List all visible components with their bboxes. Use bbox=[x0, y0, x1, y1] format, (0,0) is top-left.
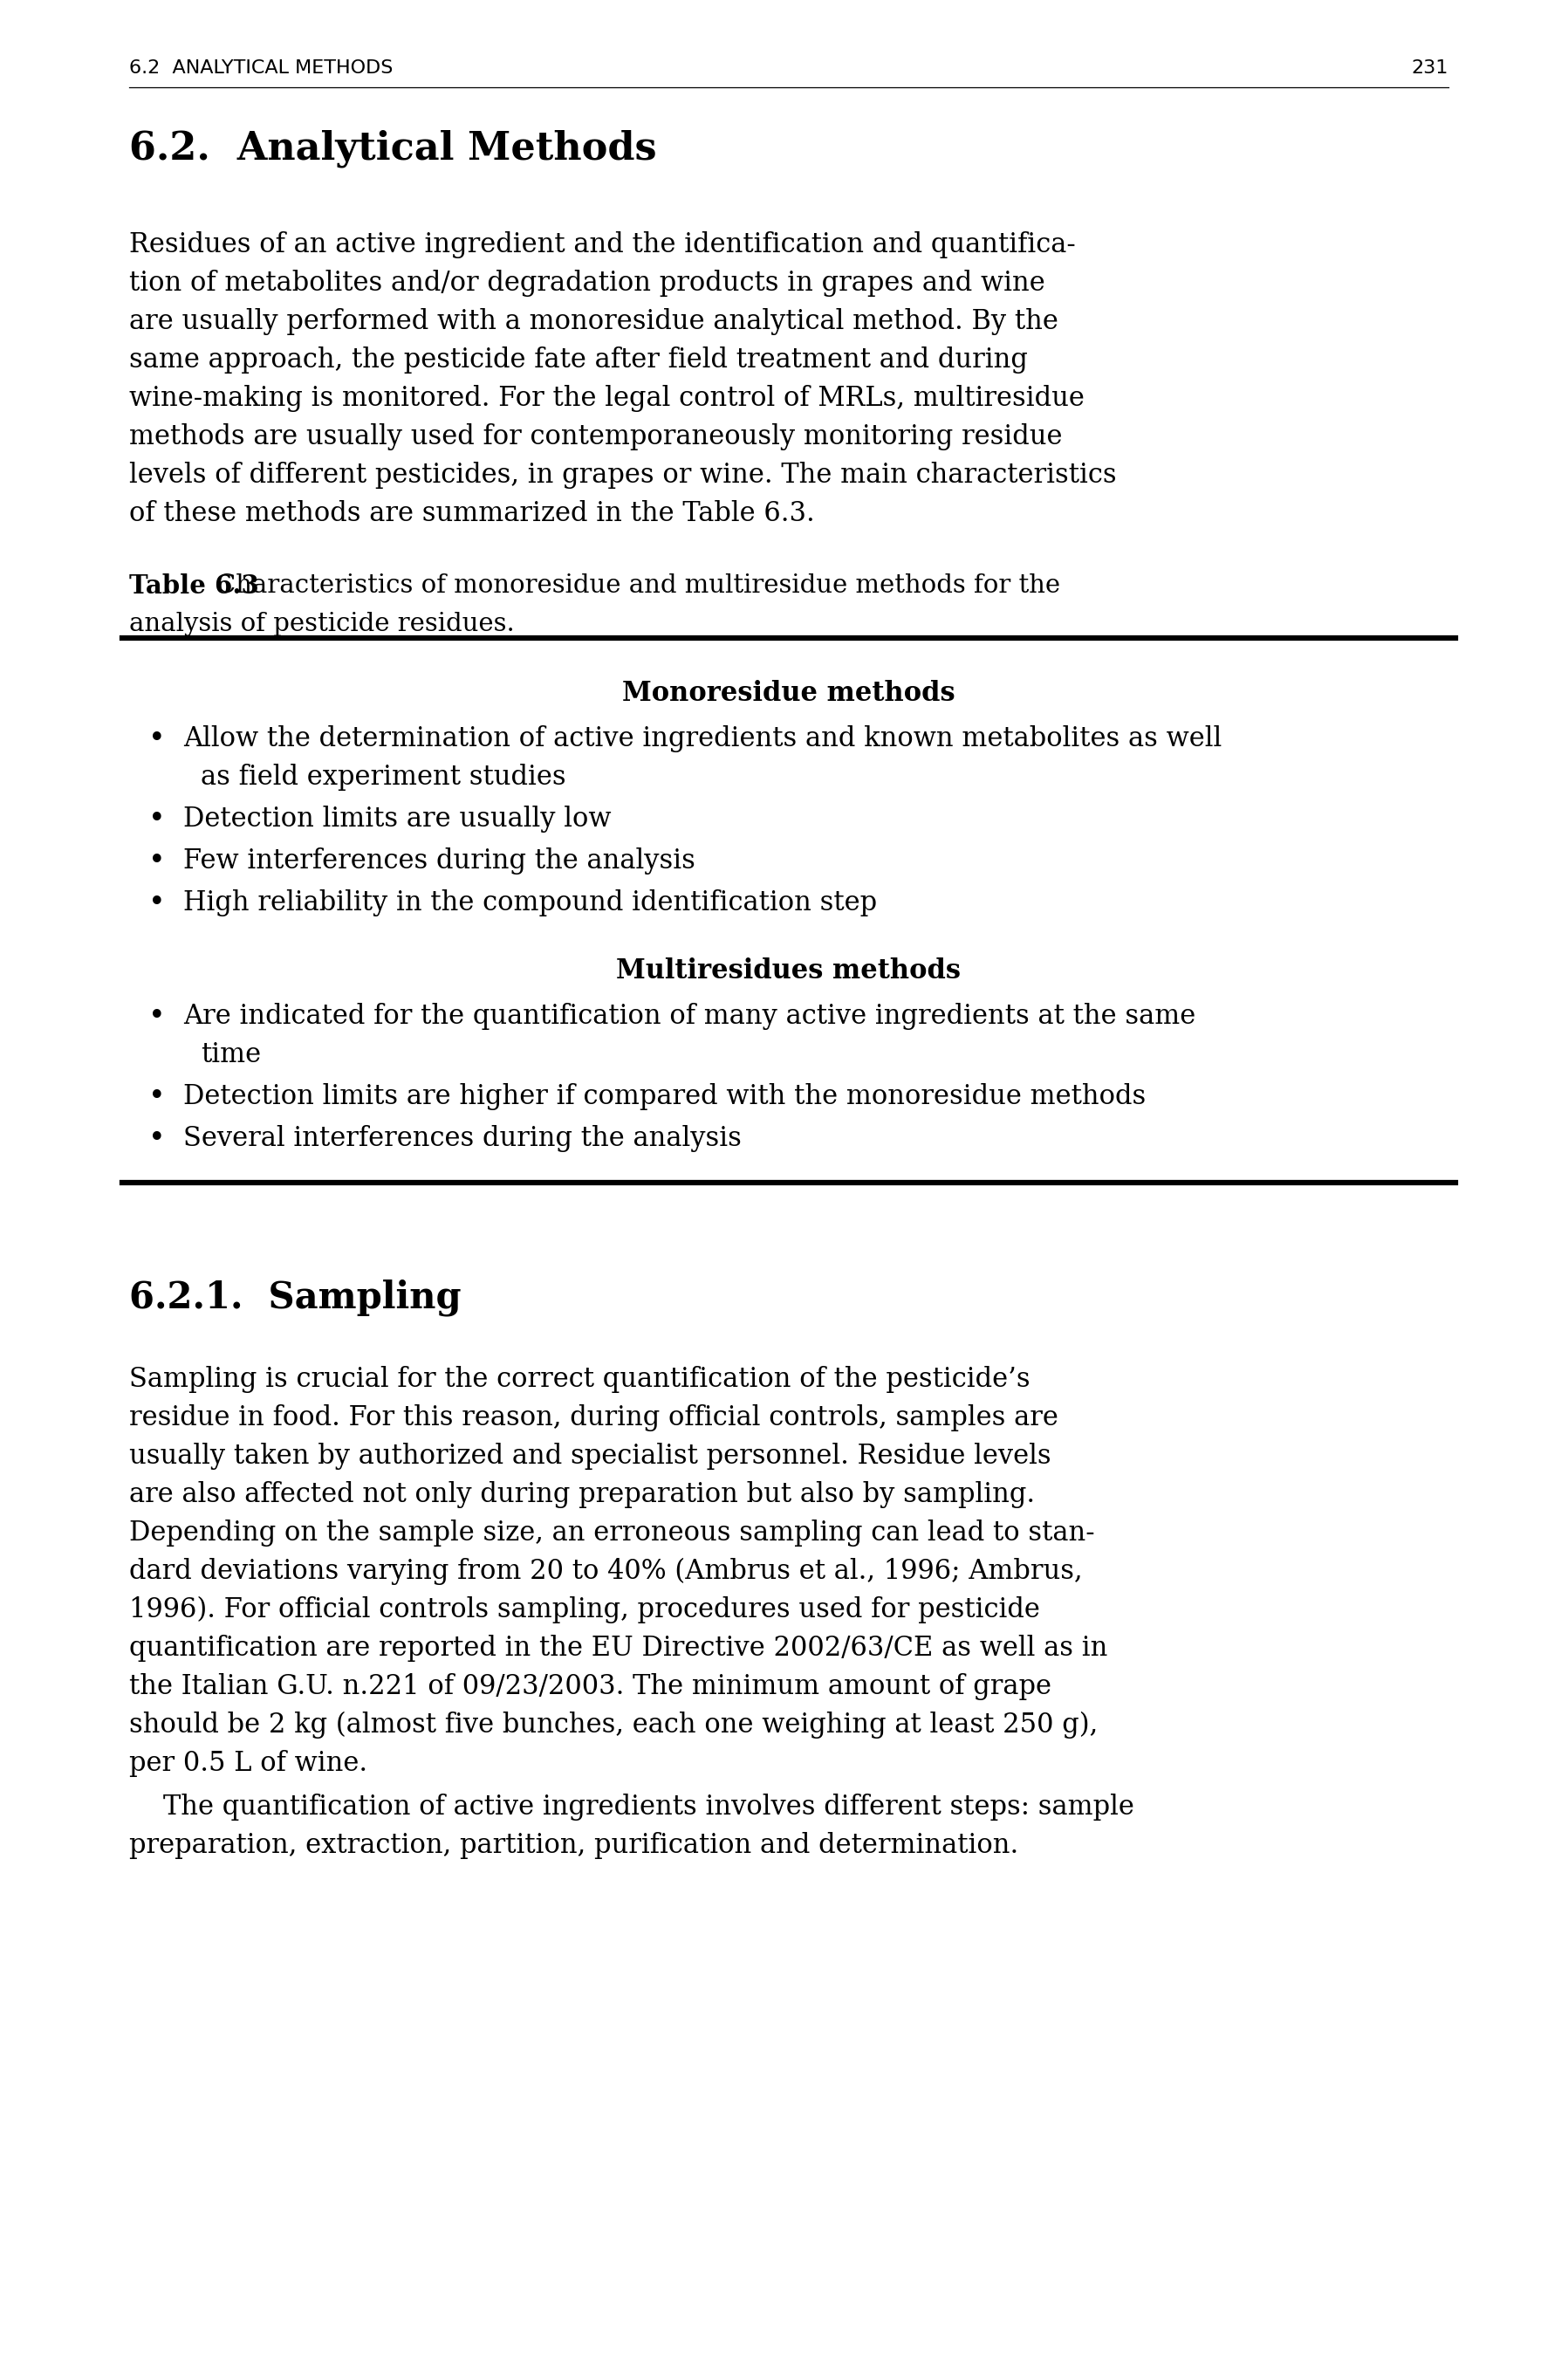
Text: 231: 231 bbox=[1411, 59, 1449, 78]
Text: The quantification of active ingredients involves different steps: sample: The quantification of active ingredients… bbox=[129, 1794, 1134, 1820]
Text: Multiresidues methods: Multiresidues methods bbox=[616, 958, 961, 984]
Text: •: • bbox=[149, 847, 166, 876]
Text: Depending on the sample size, an erroneous sampling can lead to stan-: Depending on the sample size, an erroneo… bbox=[129, 1520, 1094, 1546]
Text: usually taken by authorized and specialist personnel. Residue levels: usually taken by authorized and speciali… bbox=[129, 1442, 1051, 1470]
Text: the Italian G.U. n.221 of 09/23/2003. The minimum amount of grape: the Italian G.U. n.221 of 09/23/2003. Th… bbox=[129, 1673, 1052, 1699]
Text: 1996). For official controls sampling, procedures used for pesticide: 1996). For official controls sampling, p… bbox=[129, 1595, 1040, 1624]
Text: Table 6.3: Table 6.3 bbox=[129, 573, 259, 599]
Text: •: • bbox=[149, 1126, 166, 1154]
Text: 6.2  ANALYTICAL METHODS: 6.2 ANALYTICAL METHODS bbox=[129, 59, 394, 78]
Text: should be 2 kg (almost five bunches, each one weighing at least 250 g),: should be 2 kg (almost five bunches, eac… bbox=[129, 1711, 1098, 1739]
Text: per 0.5 L of wine.: per 0.5 L of wine. bbox=[129, 1749, 367, 1777]
Text: Monoresidue methods: Monoresidue methods bbox=[622, 680, 955, 708]
Text: Sampling is crucial for the correct quantification of the pesticide’s: Sampling is crucial for the correct quan… bbox=[129, 1366, 1030, 1392]
Text: •: • bbox=[149, 725, 166, 753]
Text: same approach, the pesticide fate after field treatment and during: same approach, the pesticide fate after … bbox=[129, 347, 1027, 373]
Text: Characteristics of monoresidue and multiresidue methods for the: Characteristics of monoresidue and multi… bbox=[216, 573, 1060, 597]
Text: Few interferences during the analysis: Few interferences during the analysis bbox=[183, 847, 695, 876]
Text: Allow the determination of active ingredients and known metabolites as well: Allow the determination of active ingred… bbox=[183, 725, 1221, 753]
Text: Detection limits are higher if compared with the monoresidue methods: Detection limits are higher if compared … bbox=[183, 1083, 1146, 1109]
Text: dard deviations varying from 20 to 40% (Ambrus et al., 1996; Ambrus,: dard deviations varying from 20 to 40% (… bbox=[129, 1558, 1082, 1586]
Text: Detection limits are usually low: Detection limits are usually low bbox=[183, 805, 612, 833]
Text: quantification are reported in the EU Directive 2002/63/CE as well as in: quantification are reported in the EU Di… bbox=[129, 1635, 1107, 1661]
Text: •: • bbox=[149, 890, 166, 918]
Text: residue in food. For this reason, during official controls, samples are: residue in food. For this reason, during… bbox=[129, 1404, 1058, 1433]
Text: of these methods are summarized in the Table 6.3.: of these methods are summarized in the T… bbox=[129, 500, 815, 526]
Text: time: time bbox=[201, 1041, 260, 1069]
Text: are usually performed with a monoresidue analytical method. By the: are usually performed with a monoresidue… bbox=[129, 309, 1058, 335]
Text: Are indicated for the quantification of many active ingredients at the same: Are indicated for the quantification of … bbox=[183, 1003, 1196, 1029]
Text: •: • bbox=[149, 805, 166, 833]
Text: 6.2.  Analytical Methods: 6.2. Analytical Methods bbox=[129, 130, 657, 168]
Text: methods are usually used for contemporaneously monitoring residue: methods are usually used for contemporan… bbox=[129, 422, 1063, 451]
Text: preparation, extraction, partition, purification and determination.: preparation, extraction, partition, puri… bbox=[129, 1831, 1019, 1860]
Text: 6.2.1.  Sampling: 6.2.1. Sampling bbox=[129, 1279, 461, 1317]
Text: levels of different pesticides, in grapes or wine. The main characteristics: levels of different pesticides, in grape… bbox=[129, 463, 1116, 489]
Text: are also affected not only during preparation but also by sampling.: are also affected not only during prepar… bbox=[129, 1482, 1035, 1508]
Text: •: • bbox=[149, 1083, 166, 1112]
Text: Several interferences during the analysis: Several interferences during the analysi… bbox=[183, 1126, 742, 1152]
Text: Residues of an active ingredient and the identification and quantifica-: Residues of an active ingredient and the… bbox=[129, 231, 1076, 257]
Text: as field experiment studies: as field experiment studies bbox=[201, 765, 566, 791]
Text: High reliability in the compound identification step: High reliability in the compound identif… bbox=[183, 890, 877, 916]
Text: tion of metabolites and/or degradation products in grapes and wine: tion of metabolites and/or degradation p… bbox=[129, 269, 1046, 297]
Text: wine-making is monitored. For the legal control of MRLs, multiresidue: wine-making is monitored. For the legal … bbox=[129, 385, 1085, 413]
Text: •: • bbox=[149, 1003, 166, 1031]
Text: analysis of pesticide residues.: analysis of pesticide residues. bbox=[129, 611, 514, 637]
